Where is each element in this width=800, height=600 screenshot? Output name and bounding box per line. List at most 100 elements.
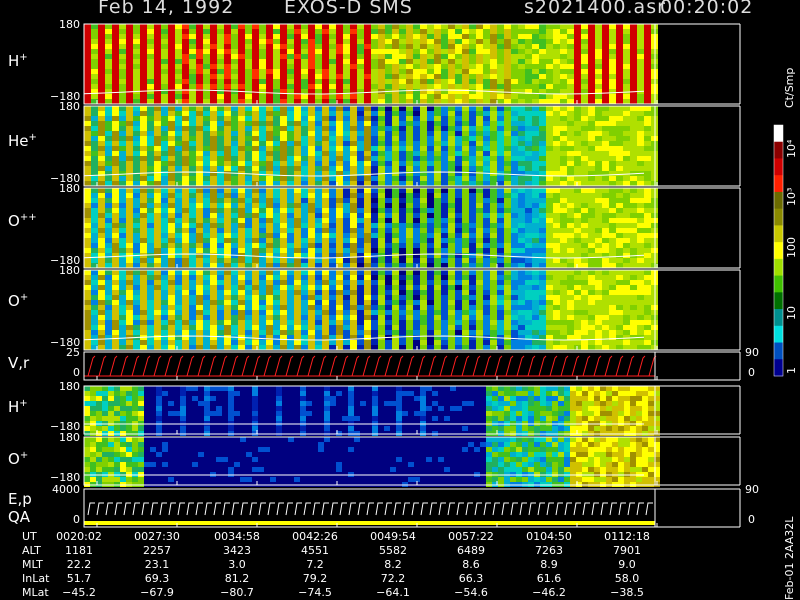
velocity-trace: [604, 355, 613, 377]
velocity-trace: [494, 355, 503, 377]
energy-trace: [573, 502, 581, 516]
velocity-trace: [373, 355, 382, 377]
panel-frame: [83, 105, 656, 187]
energy-trace: [492, 502, 500, 516]
velocity-trace: [285, 355, 294, 377]
velocity-trace: [384, 355, 393, 377]
energy-trace: [393, 502, 401, 516]
velocity-trace: [439, 355, 448, 377]
ephemeris-cell: 61.6: [536, 572, 562, 585]
y-tick-bottom: −180: [50, 420, 81, 433]
energy-trace: [114, 502, 122, 516]
ephemeris-cell: −45.2: [62, 586, 96, 599]
velocity-trace: [329, 355, 338, 377]
energy-trace: [528, 502, 536, 516]
colorbar-segment: [774, 359, 783, 377]
velocity-trace: [131, 355, 140, 377]
colorbar-segment: [774, 325, 783, 344]
colorbar-segment: [774, 225, 783, 243]
ephemeris-cell: 23.1: [144, 558, 170, 571]
panel-frame: [83, 488, 656, 528]
right-tick-bottom: 0: [748, 513, 755, 526]
energy-trace: [96, 502, 104, 516]
energy-trace: [276, 502, 284, 516]
velocity-trace: [87, 355, 96, 377]
ephemeris-label: MLT: [22, 558, 43, 571]
header-file: s2021400.asr: [524, 0, 666, 18]
velocity-trace: [516, 355, 525, 377]
velocity-trace: [582, 355, 591, 377]
velocity-trace: [318, 355, 327, 377]
right-tick-top: 90: [745, 483, 759, 496]
energy-trace: [195, 502, 203, 516]
ephemeris-cell: 72.2: [380, 572, 406, 585]
ephemeris-row: InLat 51.7 69.3 81.2 79.2 72.2 66.3 61.6 58.0: [0, 572, 760, 586]
velocity-trace: [450, 355, 459, 377]
ephemeris-cell: −38.5: [610, 586, 644, 599]
panel-label: H+: [8, 398, 28, 416]
colorbar-tick-label: 10: [785, 306, 798, 320]
velocity-trace: [340, 355, 349, 377]
energy-trace: [240, 502, 248, 516]
energy-trace: [105, 502, 113, 516]
colorbar-segment: [774, 242, 783, 260]
velocity-trace: [142, 355, 151, 377]
energy-trace: [591, 502, 599, 516]
velocity-trace: [351, 355, 360, 377]
panel-frame: [83, 385, 656, 435]
velocity-trace: [395, 355, 404, 377]
velocity-trace: [274, 355, 283, 377]
energy-trace: [285, 502, 293, 516]
energy-trace: [483, 502, 491, 516]
velocity-trace: [549, 355, 558, 377]
y-tick-top: 180: [59, 431, 80, 444]
ephemeris-cell: 58.0: [614, 572, 640, 585]
colorbar-segment: [774, 309, 783, 327]
velocity-trace: [571, 355, 580, 377]
velocity-trace: [263, 355, 272, 377]
energy-trace: [348, 502, 356, 516]
ephemeris-cell: 7263: [535, 544, 563, 557]
velocity-trace: [406, 355, 415, 377]
ephemeris-cell: 22.2: [66, 558, 92, 571]
energy-trace: [609, 502, 617, 516]
ephemeris-cell: 1181: [65, 544, 93, 557]
energy-trace: [366, 502, 374, 516]
energy-trace: [159, 502, 167, 516]
colorbar-segment: [774, 158, 783, 176]
ephemeris-cell: 0104:50: [526, 530, 572, 543]
y-tick-top: 180: [59, 380, 80, 393]
panel-frame: [83, 351, 656, 381]
velocity-trace: [164, 355, 173, 377]
energy-trace: [402, 502, 410, 516]
ephemeris-row: ALT 1181 2257 3423 4551 5582 6489 7263 7901: [0, 544, 760, 558]
ephemeris-cell: 3.0: [228, 558, 246, 571]
y-tick-bottom: −180: [50, 172, 81, 185]
ephemeris-cell: 7.2: [306, 558, 324, 571]
ephemeris-cell: 9.0: [618, 558, 636, 571]
energy-trace: [150, 502, 158, 516]
energy-trace: [375, 502, 383, 516]
energy-trace: [186, 502, 194, 516]
velocity-trace: [428, 355, 437, 377]
colorbar-tick-label: 10³: [785, 187, 798, 206]
velocity-trace: [219, 355, 228, 377]
energy-trace: [132, 502, 140, 516]
colorbar-segment: [774, 292, 783, 310]
energy-trace: [474, 502, 482, 516]
ephemeris-cell: 8.2: [384, 558, 402, 571]
qa-bar: [84, 521, 655, 525]
colorbar-segment: [774, 342, 783, 360]
panel-label: V,r: [8, 354, 30, 372]
velocity-trace: [241, 355, 250, 377]
y-tick-bottom: −180: [50, 471, 81, 484]
energy-trace: [294, 502, 302, 516]
header-time: 00:20:02: [660, 0, 754, 18]
energy-trace: [582, 502, 590, 516]
energy-trace: [222, 502, 230, 516]
energy-trace: [303, 502, 311, 516]
energy-trace: [456, 502, 464, 516]
y-tick-top: 180: [59, 100, 80, 113]
ephemeris-cell: 0042:26: [292, 530, 338, 543]
colorbar-tick-label: 1: [785, 367, 798, 374]
